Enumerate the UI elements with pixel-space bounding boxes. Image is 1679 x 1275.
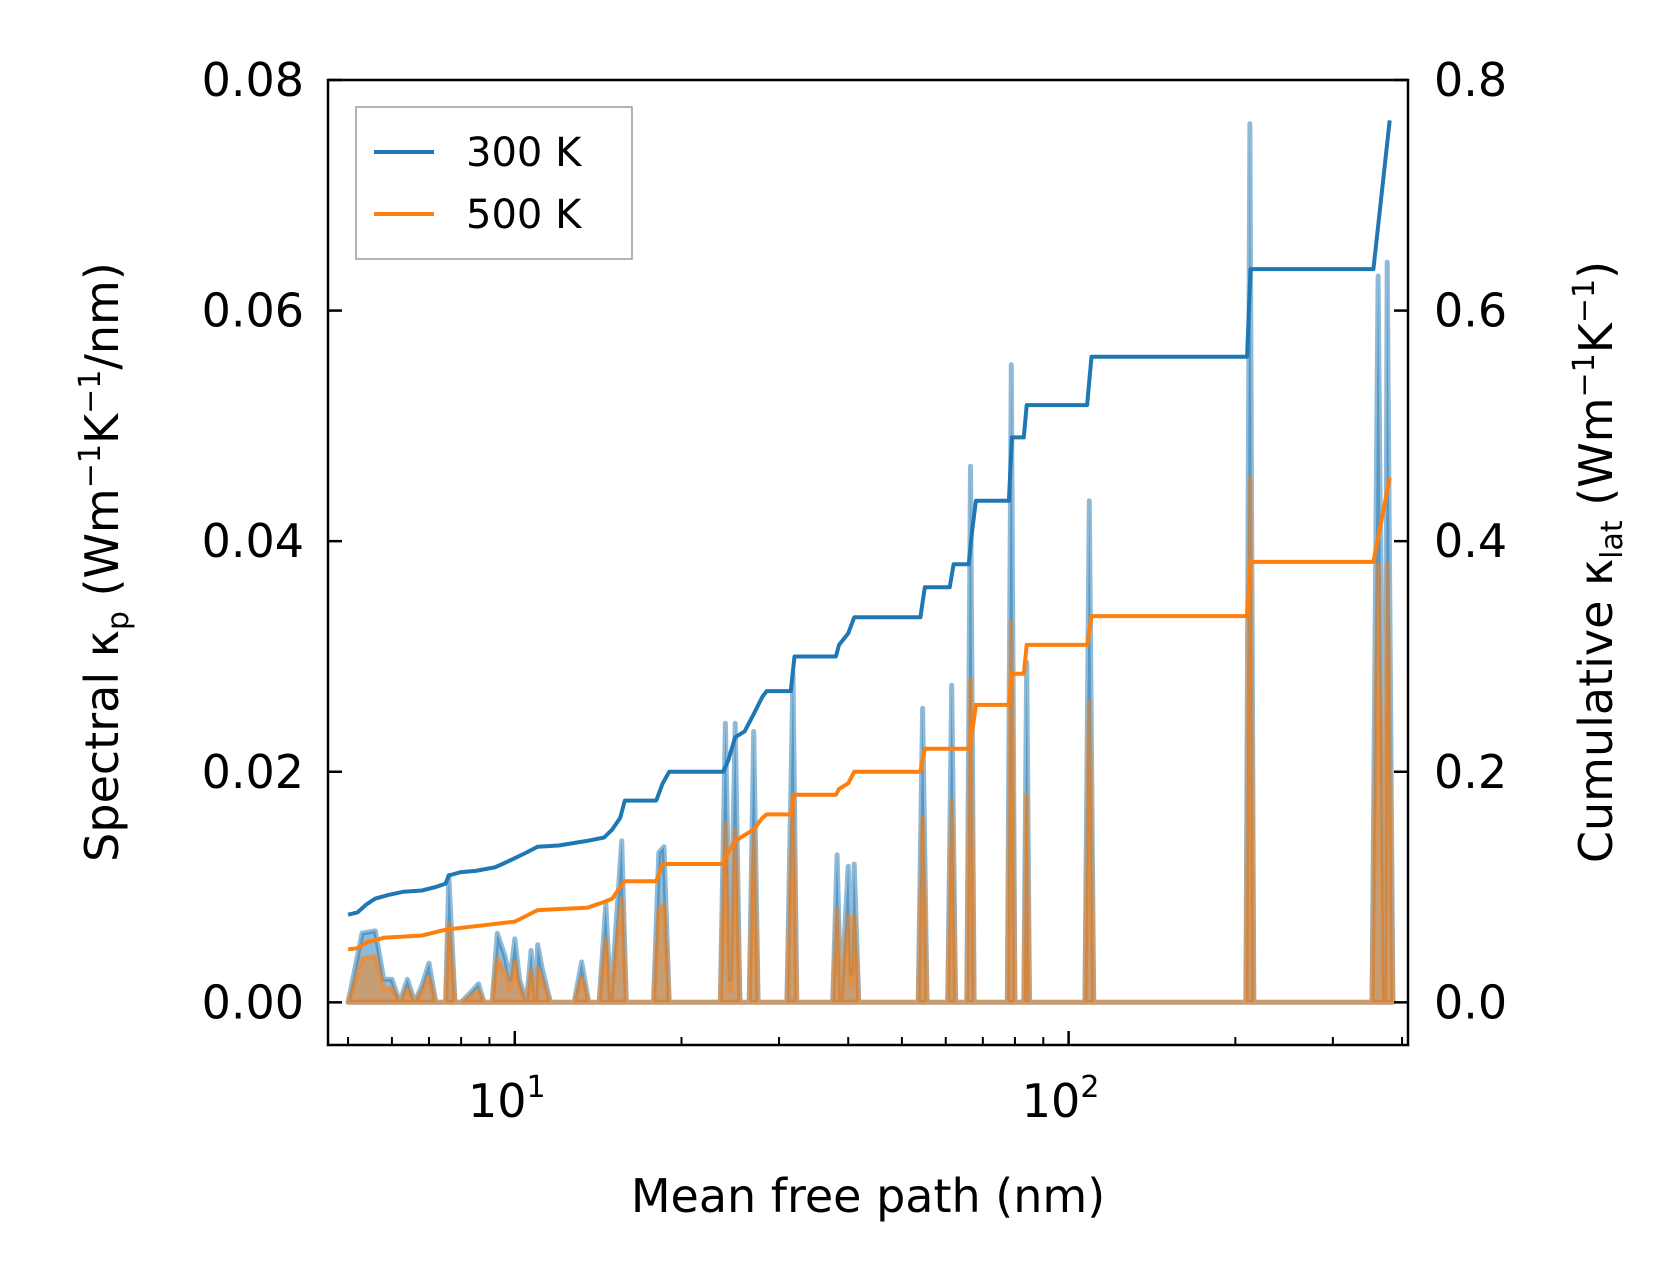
cumulative-layer (347, 120, 1392, 952)
y-right-title-post: ) (1569, 261, 1623, 279)
x-tick-base: 10 (468, 1074, 527, 1128)
y-right-title-sup2: −1 (1567, 279, 1602, 323)
x-tick-exponent: 2 (1080, 1070, 1099, 1105)
y-left-title-sub: p (101, 611, 136, 630)
y-left-tick-label: 0.06 (202, 284, 304, 338)
y-axis-left-title: Spectral κp (Wm−1K−1/nm) (73, 262, 136, 862)
y-right-tick-label: 0.6 (1434, 284, 1507, 338)
y-right-title-sup1: −1 (1567, 353, 1602, 397)
y-right-tick-label: 0.4 (1434, 514, 1507, 568)
spectral-layer (345, 121, 1396, 1005)
y-left-title-mid: (Wm (75, 488, 129, 611)
plot-frame (326, 78, 1410, 1047)
x-tick-exponent: 1 (527, 1070, 546, 1105)
y-left-title-sup1: −1 (73, 444, 108, 488)
x-axis-title: Mean free path (nm) (631, 1169, 1105, 1223)
legend: 300 K 500 K (355, 106, 633, 260)
x-tick-label: 101 (468, 1070, 546, 1128)
y-left-title-post: /nm) (75, 262, 129, 369)
legend-box (355, 106, 633, 260)
y-left-title-k: K (75, 412, 129, 444)
y-left-tick-label: 0.04 (202, 514, 304, 568)
cumulative-300k-line (347, 120, 1392, 917)
y-axis-right-title: Cumulative κlat (Wm−1K−1) (1567, 261, 1630, 863)
y-left-title-pre: Spectral κ (75, 630, 129, 862)
y-right-tick-label: 0.8 (1434, 53, 1507, 107)
y-right-tick-label: 0.0 (1434, 975, 1507, 1029)
y-left-tick-label: 0.02 (202, 745, 304, 799)
y-right-title-mid: (Wm (1569, 397, 1623, 520)
y-right-title-pre: Cumulative κ (1569, 559, 1623, 863)
y-right-tick-label: 0.2 (1434, 745, 1507, 799)
spectral-500k-area (345, 475, 1396, 1005)
y-left-title-sup2: −1 (73, 370, 108, 414)
y-left-tick-label: 0.08 (202, 53, 304, 107)
x-tick-base: 10 (1022, 1074, 1081, 1128)
cumulative-500k-line (347, 477, 1392, 952)
legend-label-500k: 500 K (466, 192, 583, 238)
x-tick-label: 102 (1022, 1070, 1100, 1128)
y-right-title-k: K (1569, 321, 1623, 353)
y-right-title-sub: lat (1595, 520, 1630, 559)
legend-label-300k: 300 K (466, 130, 583, 176)
y-left-tick-label: 0.00 (202, 975, 304, 1029)
